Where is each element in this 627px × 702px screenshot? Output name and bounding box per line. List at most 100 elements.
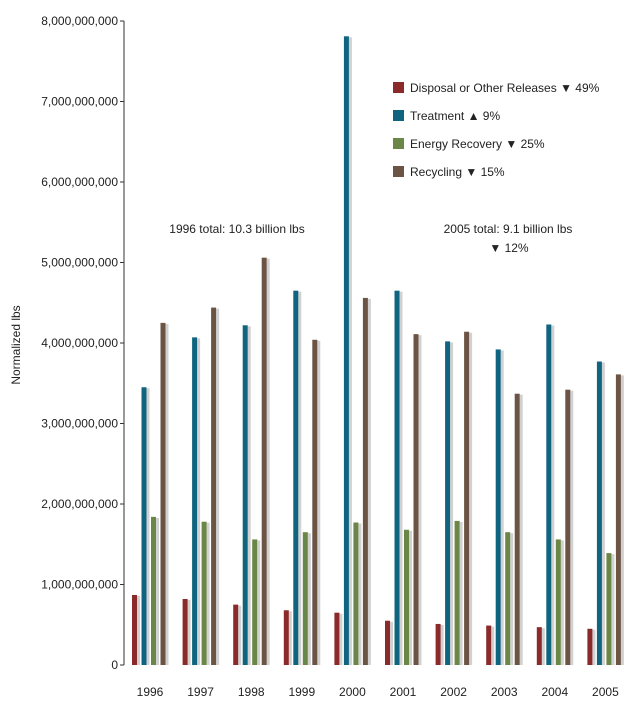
bar [404, 529, 409, 665]
bar-shade [469, 332, 473, 665]
legend-swatch [393, 110, 404, 121]
bar-shade [440, 624, 444, 665]
bar [596, 361, 602, 665]
bar [565, 389, 571, 665]
bar [495, 349, 501, 665]
x-tick-label: 2005 [592, 685, 619, 699]
x-tick-label: 1997 [187, 685, 214, 699]
y-tick-label: 8,000,000,000 [41, 14, 118, 28]
bar-shade [206, 522, 210, 665]
bar [435, 623, 441, 665]
y-tick-label: 2,000,000,000 [41, 497, 118, 511]
bar [201, 521, 207, 665]
legend-label: Recycling ▼ 15% [410, 165, 505, 179]
bar-shade [298, 291, 302, 665]
legend-swatch [393, 166, 404, 177]
legend-swatch [393, 138, 404, 149]
x-tick-label: 2000 [339, 685, 366, 699]
y-axis: 0 1,000,000,000 2,000,000,000 3,000,000,000… [41, 14, 125, 672]
bar-shade [266, 258, 270, 665]
annotation-1996-total: 1996 total: 10.3 billion lbs [169, 222, 304, 236]
bar-shade [570, 390, 574, 665]
bar-shade [620, 375, 624, 665]
bar [445, 341, 451, 665]
x-tick-label: 1998 [238, 685, 265, 699]
bar-shade [367, 298, 371, 665]
bar-shade [560, 540, 564, 665]
y-tick-label: 5,000,000,000 [41, 256, 118, 270]
bar [385, 620, 390, 665]
bar-shade [165, 323, 169, 665]
bar-shade [541, 628, 545, 665]
legend-label: Disposal or Other Releases ▼ 49% [410, 81, 600, 95]
bar-shade [409, 530, 412, 665]
bar-shade [197, 338, 201, 665]
bar [242, 325, 248, 665]
bar-shade [146, 388, 150, 665]
y-tick-label: 4,000,000,000 [41, 336, 118, 350]
bar [151, 516, 156, 665]
bar-shade [187, 599, 191, 665]
bar [615, 374, 621, 665]
bar-shade [247, 326, 251, 665]
bar [454, 520, 460, 665]
bar [261, 257, 267, 665]
bar [334, 612, 340, 665]
bar [413, 334, 419, 665]
y-tick-label: 6,000,000,000 [41, 175, 118, 189]
bar-shade [491, 626, 495, 665]
bar-shade [238, 605, 242, 665]
bar-shade [358, 523, 362, 665]
x-tick-label: 1999 [288, 685, 315, 699]
bar [587, 628, 593, 665]
bar [211, 307, 217, 665]
bar [302, 532, 308, 665]
bar-shade [519, 394, 523, 665]
x-tick-label: 2001 [390, 685, 417, 699]
bar [312, 339, 318, 665]
bar-shade [257, 540, 261, 665]
bar-shade [592, 629, 596, 665]
bar-shade [510, 533, 514, 665]
bar [536, 627, 542, 665]
bar [362, 297, 368, 665]
bar [394, 290, 400, 665]
bar-shade [418, 335, 422, 665]
bar-shade [611, 554, 615, 665]
x-tick-label: 2004 [541, 685, 568, 699]
y-tick-label: 0 [111, 658, 118, 672]
bar-shade [137, 595, 140, 665]
bar [486, 625, 492, 665]
legend-swatch [393, 82, 404, 93]
bar [343, 36, 349, 666]
bar-shade [317, 340, 321, 665]
bar-shade [551, 325, 555, 665]
bar-shade [348, 37, 352, 666]
x-tick-label: 2003 [491, 685, 518, 699]
bar-shade [500, 350, 504, 665]
x-tick-label: 2002 [440, 685, 467, 699]
bar [233, 604, 239, 665]
bar [160, 322, 166, 665]
bar [606, 553, 612, 665]
x-tick-label: 1996 [137, 685, 164, 699]
bar-shade [156, 517, 159, 665]
bar [141, 387, 147, 665]
annotation-2005-change: ▼ 12% [489, 241, 529, 255]
bar [252, 539, 258, 665]
bar-shade [450, 342, 454, 665]
bar-shade [216, 308, 220, 665]
bar-shade [459, 521, 463, 665]
bar [464, 331, 470, 665]
bar [283, 610, 289, 665]
bar-shade [399, 291, 403, 665]
y-tick-label: 1,000,000,000 [41, 578, 118, 592]
bar [546, 324, 552, 665]
bar [514, 393, 520, 665]
bar-shade [390, 621, 393, 665]
bar [132, 594, 137, 665]
bar-shade [288, 611, 292, 665]
annotation-2005-total: 2005 total: 9.1 billion lbs [444, 222, 573, 236]
legend: Disposal or Other Releases ▼ 49% Treatmen… [393, 81, 600, 179]
bar [505, 532, 511, 665]
